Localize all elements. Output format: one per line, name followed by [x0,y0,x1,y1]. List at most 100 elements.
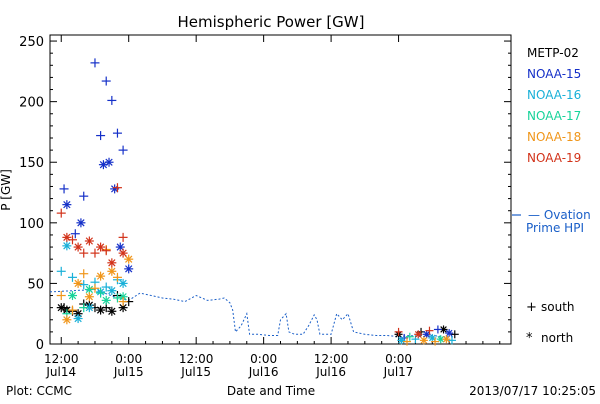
plot-credit: Plot: CCMC [6,384,72,398]
south-marker [96,288,106,298]
south-marker [79,280,89,290]
north-marker [84,236,94,246]
legend-entry: NOAA-15 [527,67,581,81]
north-marker [84,284,94,294]
x-tick-time: 12:00 [44,352,79,366]
x-tick-date: Jul14 [45,365,76,379]
ovation-prime-line [49,288,455,338]
north-marker [124,254,134,264]
ovation-label-line2: Prime HPI [526,221,584,235]
x-tick-time: 0:00 [250,352,277,366]
south-marker [90,58,100,68]
south-marker [70,229,80,239]
ovation-prime-series [49,288,455,338]
north-marker [73,278,83,288]
x-axis-ticks: 12:00Jul140:00Jul1512:00Jul150:00Jul1612… [44,35,501,379]
y-tick-label: 150 [19,156,44,171]
y-axis-label: P [GW] [0,169,13,211]
south-marker [90,248,100,258]
south-marker [79,191,89,201]
south-marker [118,297,128,307]
marker-legend-symbol: * [526,331,533,346]
south-marker [425,326,434,335]
south-marker [67,305,77,315]
north-marker [76,218,86,228]
marker-legend-label: north [541,331,573,345]
north-marker [96,305,106,315]
south-marker [431,337,440,346]
north-marker [397,336,406,345]
south-marker [67,272,77,282]
x-tick-date: Jul17 [383,365,414,379]
south-marker [118,232,128,242]
north-marker [62,232,72,242]
x-tick-date: Jul16 [315,365,346,379]
marker-legend: + south * north [526,300,575,346]
north-marker [67,291,77,301]
south-marker [112,128,122,138]
south-marker [394,327,403,336]
marker-legend-symbol: + [526,300,537,315]
y-tick-label: 50 [27,277,44,292]
south-marker [101,76,111,86]
north-marker [118,248,128,258]
ovation-label-line1: — Ovation [528,208,591,222]
marker-legend-label: south [541,300,575,314]
north-marker [107,266,117,276]
south-marker [118,145,128,155]
legend-entry: METP-02 [527,46,579,60]
legend-entry: NOAA-17 [527,109,581,123]
north-marker [419,336,428,345]
north-marker [118,278,128,288]
north-marker [428,333,437,342]
north-marker [107,286,117,296]
north-marker [118,292,128,302]
legend-entry: NOAA-16 [527,88,581,102]
y-axis-ticks: 0 50 100 150 200 250 [19,35,511,353]
north-marker [442,335,451,344]
south-marker [79,269,89,279]
south-marker [112,183,122,193]
north-marker [73,314,83,324]
x-tick-date: Jul16 [248,365,279,379]
x-tick-time: 12:00 [179,352,214,366]
legend-entry: NOAA-19 [527,151,581,165]
south-marker [450,330,459,339]
south-marker [447,336,456,345]
north-marker [73,242,83,252]
x-tick-time: 0:00 [385,352,412,366]
north-marker [96,242,106,252]
south-marker [90,283,100,293]
north-marker [62,241,72,251]
chart-title: Hemispheric Power [GW] [178,13,365,31]
north-marker [445,329,454,338]
south-marker [56,266,66,276]
north-marker [107,258,117,268]
north-marker [101,295,111,305]
south-marker [101,282,111,292]
north-marker [84,303,94,313]
south-marker [112,293,122,303]
x-tick-date: Jul15 [113,365,144,379]
south-marker [56,208,66,218]
south-marker [112,272,122,282]
south-marker [433,325,442,334]
x-axis-label: Date and Time [227,384,315,398]
y-tick-label: 200 [19,96,44,111]
south-marker [79,248,89,258]
north-marker [414,330,423,339]
legend-entry: NOAA-18 [527,130,581,144]
north-marker [84,292,94,302]
south-marker [56,291,66,301]
north-marker [124,264,134,274]
y-tick-label: 250 [19,35,44,50]
south-marker [402,337,411,346]
south-marker [101,246,111,256]
south-marker [107,95,117,105]
satellite-legend: METP-02 NOAA-15 NOAA-16 NOAA-17 NOAA-18 NOAA-… [527,46,581,165]
x-tick-time: 0:00 [115,352,142,366]
south-marker [96,131,106,141]
timestamp: 2013/07/17 10:25:05 [469,384,596,398]
y-tick-label: 100 [19,217,44,232]
